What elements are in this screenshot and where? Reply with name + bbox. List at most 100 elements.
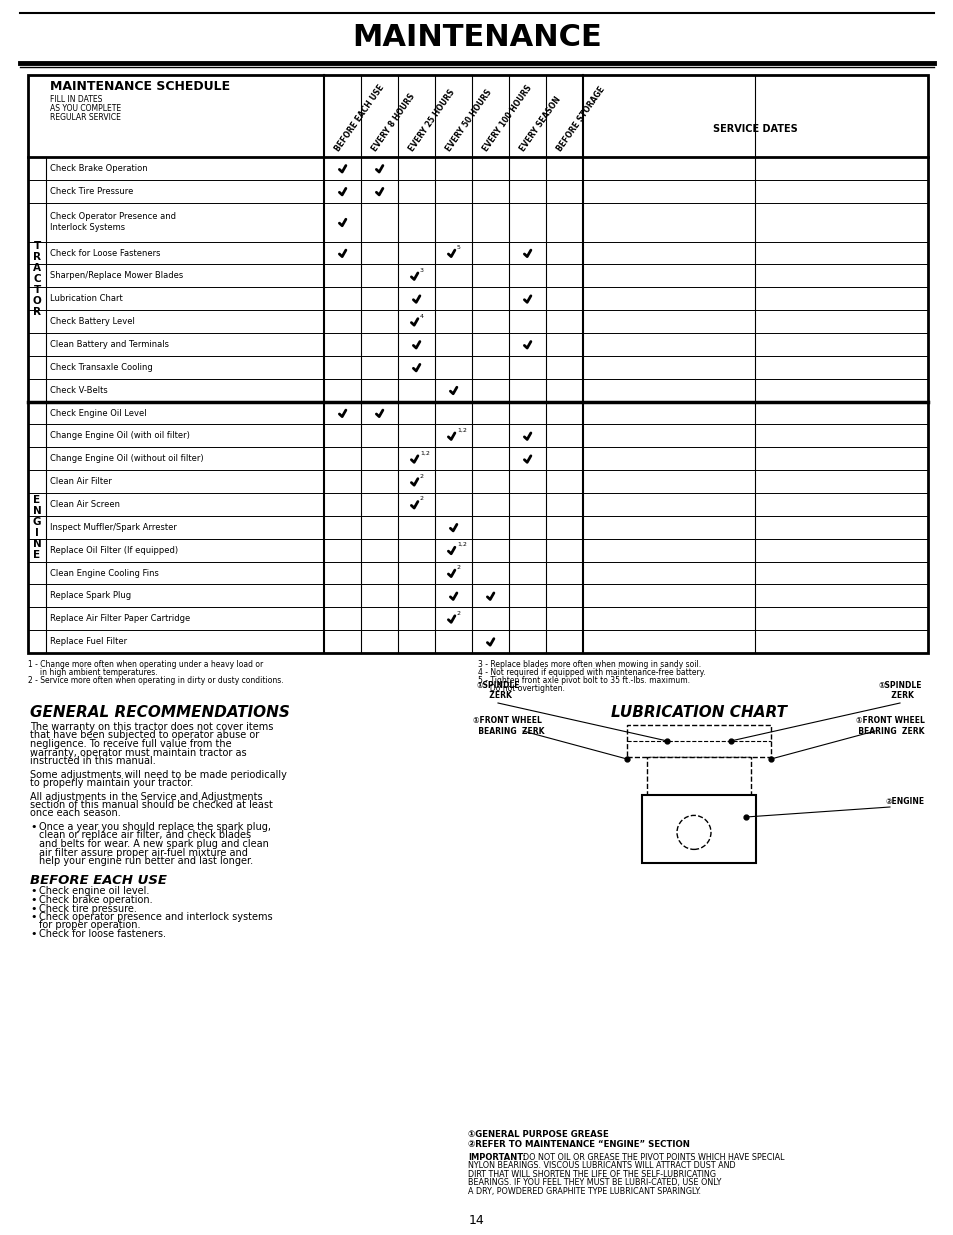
Text: R: R [33,308,41,317]
Text: 3: 3 [419,268,423,273]
Text: •: • [30,929,36,939]
Text: Sharpen/Replace Mower Blades: Sharpen/Replace Mower Blades [50,272,183,280]
Text: I: I [35,527,39,537]
Text: BEFORE STORAGE: BEFORE STORAGE [555,85,606,153]
Text: O: O [32,296,41,306]
Text: T: T [33,285,41,295]
Text: Replace Fuel Filter: Replace Fuel Filter [50,637,127,646]
Text: BEARINGS. IF YOU FEEL THEY MUST BE LUBRI-CATED, USE ONLY: BEARINGS. IF YOU FEEL THEY MUST BE LUBRI… [468,1178,720,1188]
Text: T: T [33,241,41,251]
Text: 5: 5 [456,245,460,249]
Text: GENERAL RECOMMENDATIONS: GENERAL RECOMMENDATIONS [30,705,290,720]
Text: instructed in this manual.: instructed in this manual. [30,756,155,766]
Text: EVERY 50 HOURS: EVERY 50 HOURS [444,88,493,153]
Bar [641,795,755,863]
Text: 2: 2 [456,611,460,616]
Text: help your engine run better and last longer.: help your engine run better and last lon… [39,856,253,866]
Text: that have been subjected to operator abuse or: that have been subjected to operator abu… [30,730,259,741]
Text: EVERY 8 HOURS: EVERY 8 HOURS [370,91,416,153]
Text: Clean Battery and Terminals: Clean Battery and Terminals [50,340,169,350]
Text: Check V-Belts: Check V-Belts [50,385,108,395]
Text: 2: 2 [419,473,423,479]
Text: ①SPINDLE
  ZERK: ①SPINDLE ZERK [878,680,921,700]
Text: Clean Engine Cooling Fins: Clean Engine Cooling Fins [50,568,159,578]
Text: Clean Air Filter: Clean Air Filter [50,477,112,487]
Text: Do not overtighten.: Do not overtighten. [477,684,564,693]
Text: ②REFER TO MAINTENANCE “ENGINE” SECTION: ②REFER TO MAINTENANCE “ENGINE” SECTION [468,1140,689,1149]
Text: BEFORE EACH USE: BEFORE EACH USE [30,873,167,887]
Text: Replace Oil Filter (If equipped): Replace Oil Filter (If equipped) [50,546,178,555]
Text: Change Engine Oil (without oil filter): Change Engine Oil (without oil filter) [50,454,203,463]
Bar [28,75,927,653]
Text: Check Tire Pressure: Check Tire Pressure [50,186,133,196]
Text: DO NOT OIL OR GREASE THE PIVOT POINTS WHICH HAVE SPECIAL: DO NOT OIL OR GREASE THE PIVOT POINTS WH… [522,1153,783,1162]
Text: N: N [32,538,41,548]
Text: BEFORE EACH USE: BEFORE EACH USE [333,83,386,153]
Text: Lubrication Chart: Lubrication Chart [50,294,123,304]
Text: 1,2: 1,2 [456,542,466,547]
Text: Change Engine Oil (with oil filter): Change Engine Oil (with oil filter) [50,431,190,441]
Text: for proper operation.: for proper operation. [39,920,140,930]
Text: in high ambient temperatures.: in high ambient temperatures. [28,668,157,677]
Text: Check Engine Oil Level: Check Engine Oil Level [50,409,147,417]
Text: Check for loose fasteners.: Check for loose fasteners. [39,929,166,939]
Text: The warranty on this tractor does not cover items: The warranty on this tractor does not co… [30,722,274,732]
Text: 4 - Not required if equipped with maintenance-free battery.: 4 - Not required if equipped with mainte… [477,668,705,677]
Text: Check operator presence and interlock systems: Check operator presence and interlock sy… [39,911,273,923]
Text: clean or replace air filter, and check blades: clean or replace air filter, and check b… [39,830,251,841]
Text: 1,2: 1,2 [419,451,430,456]
Text: Clean Air Screen: Clean Air Screen [50,500,120,509]
Text: section of this manual should be checked at least: section of this manual should be checked… [30,800,273,810]
Text: REGULAR SERVICE: REGULAR SERVICE [50,112,121,122]
Text: to properly maintain your tractor.: to properly maintain your tractor. [30,778,193,788]
Text: E: E [33,550,41,559]
Text: 2: 2 [419,496,423,501]
Text: ②ENGINE: ②ENGINE [885,798,924,806]
Bar [646,757,750,795]
Text: ①SPINDLE
  ZERK: ①SPINDLE ZERK [476,680,519,700]
Text: •: • [30,904,36,914]
Text: EVERY SEASON: EVERY SEASON [517,95,562,153]
Text: All adjustments in the Service and Adjustments: All adjustments in the Service and Adjus… [30,792,262,802]
Text: G: G [32,516,41,527]
Text: 2 - Service more often when operating in dirty or dusty conditions.: 2 - Service more often when operating in… [28,676,283,685]
Text: MAINTENANCE: MAINTENANCE [352,22,601,52]
Text: Check brake operation.: Check brake operation. [39,895,152,905]
Text: ①GENERAL PURPOSE GREASE: ①GENERAL PURPOSE GREASE [468,1130,608,1139]
Text: ①FRONT WHEEL
  BEARING  ZERK: ①FRONT WHEEL BEARING ZERK [853,716,924,736]
Text: N: N [32,506,41,516]
Text: IMPORTANT:: IMPORTANT: [468,1153,525,1162]
Text: once each season.: once each season. [30,809,121,819]
Text: LUBRICATION CHART: LUBRICATION CHART [610,705,786,720]
Text: Check Operator Presence and
Interlock Systems: Check Operator Presence and Interlock Sy… [50,212,175,232]
Text: •: • [30,911,36,923]
Text: warranty, operator must maintain tractor as: warranty, operator must maintain tractor… [30,747,247,757]
Text: EVERY 25 HOURS: EVERY 25 HOURS [407,88,456,153]
Text: Replace Spark Plug: Replace Spark Plug [50,592,131,600]
Text: •: • [30,823,36,832]
Text: SERVICE DATES: SERVICE DATES [713,124,797,135]
Text: 1 - Change more often when operating under a heavy load or: 1 - Change more often when operating und… [28,659,263,669]
Text: Some adjustments will need to be made periodically: Some adjustments will need to be made pe… [30,769,287,779]
Text: Replace Air Filter Paper Cartridge: Replace Air Filter Paper Cartridge [50,614,190,624]
Text: Check for Loose Fasteners: Check for Loose Fasteners [50,248,160,258]
Text: NYLON BEARINGS. VISCOUS LUBRICANTS WILL ATTRACT DUST AND: NYLON BEARINGS. VISCOUS LUBRICANTS WILL … [468,1161,735,1171]
Text: R: R [33,252,41,262]
Text: Check tire pressure.: Check tire pressure. [39,904,136,914]
Text: A DRY, POWDERED GRAPHITE TYPE LUBRICANT SPARINGLY.: A DRY, POWDERED GRAPHITE TYPE LUBRICANT … [468,1187,700,1195]
Text: Once a year you should replace the spark plug,: Once a year you should replace the spark… [39,823,271,832]
Circle shape [677,815,710,850]
Text: and belts for wear. A new spark plug and clean: and belts for wear. A new spark plug and… [39,839,269,848]
Text: Check Transaxle Cooling: Check Transaxle Cooling [50,363,152,372]
Text: MAINTENANCE SCHEDULE: MAINTENANCE SCHEDULE [50,80,230,93]
Text: 3 - Replace blades more often when mowing in sandy soil.: 3 - Replace blades more often when mowin… [477,659,700,669]
Bar [626,725,770,757]
Text: E: E [33,495,41,505]
Text: Check engine oil level.: Check engine oil level. [39,887,150,897]
Text: •: • [30,887,36,897]
Text: ①FRONT WHEEL
  BEARING  ZERK: ①FRONT WHEEL BEARING ZERK [473,716,544,736]
Text: AS YOU COMPLETE: AS YOU COMPLETE [50,104,121,112]
Text: 1,2: 1,2 [456,427,466,432]
Text: A: A [33,263,41,273]
Text: Inspect Muffler/Spark Arrester: Inspect Muffler/Spark Arrester [50,522,176,532]
